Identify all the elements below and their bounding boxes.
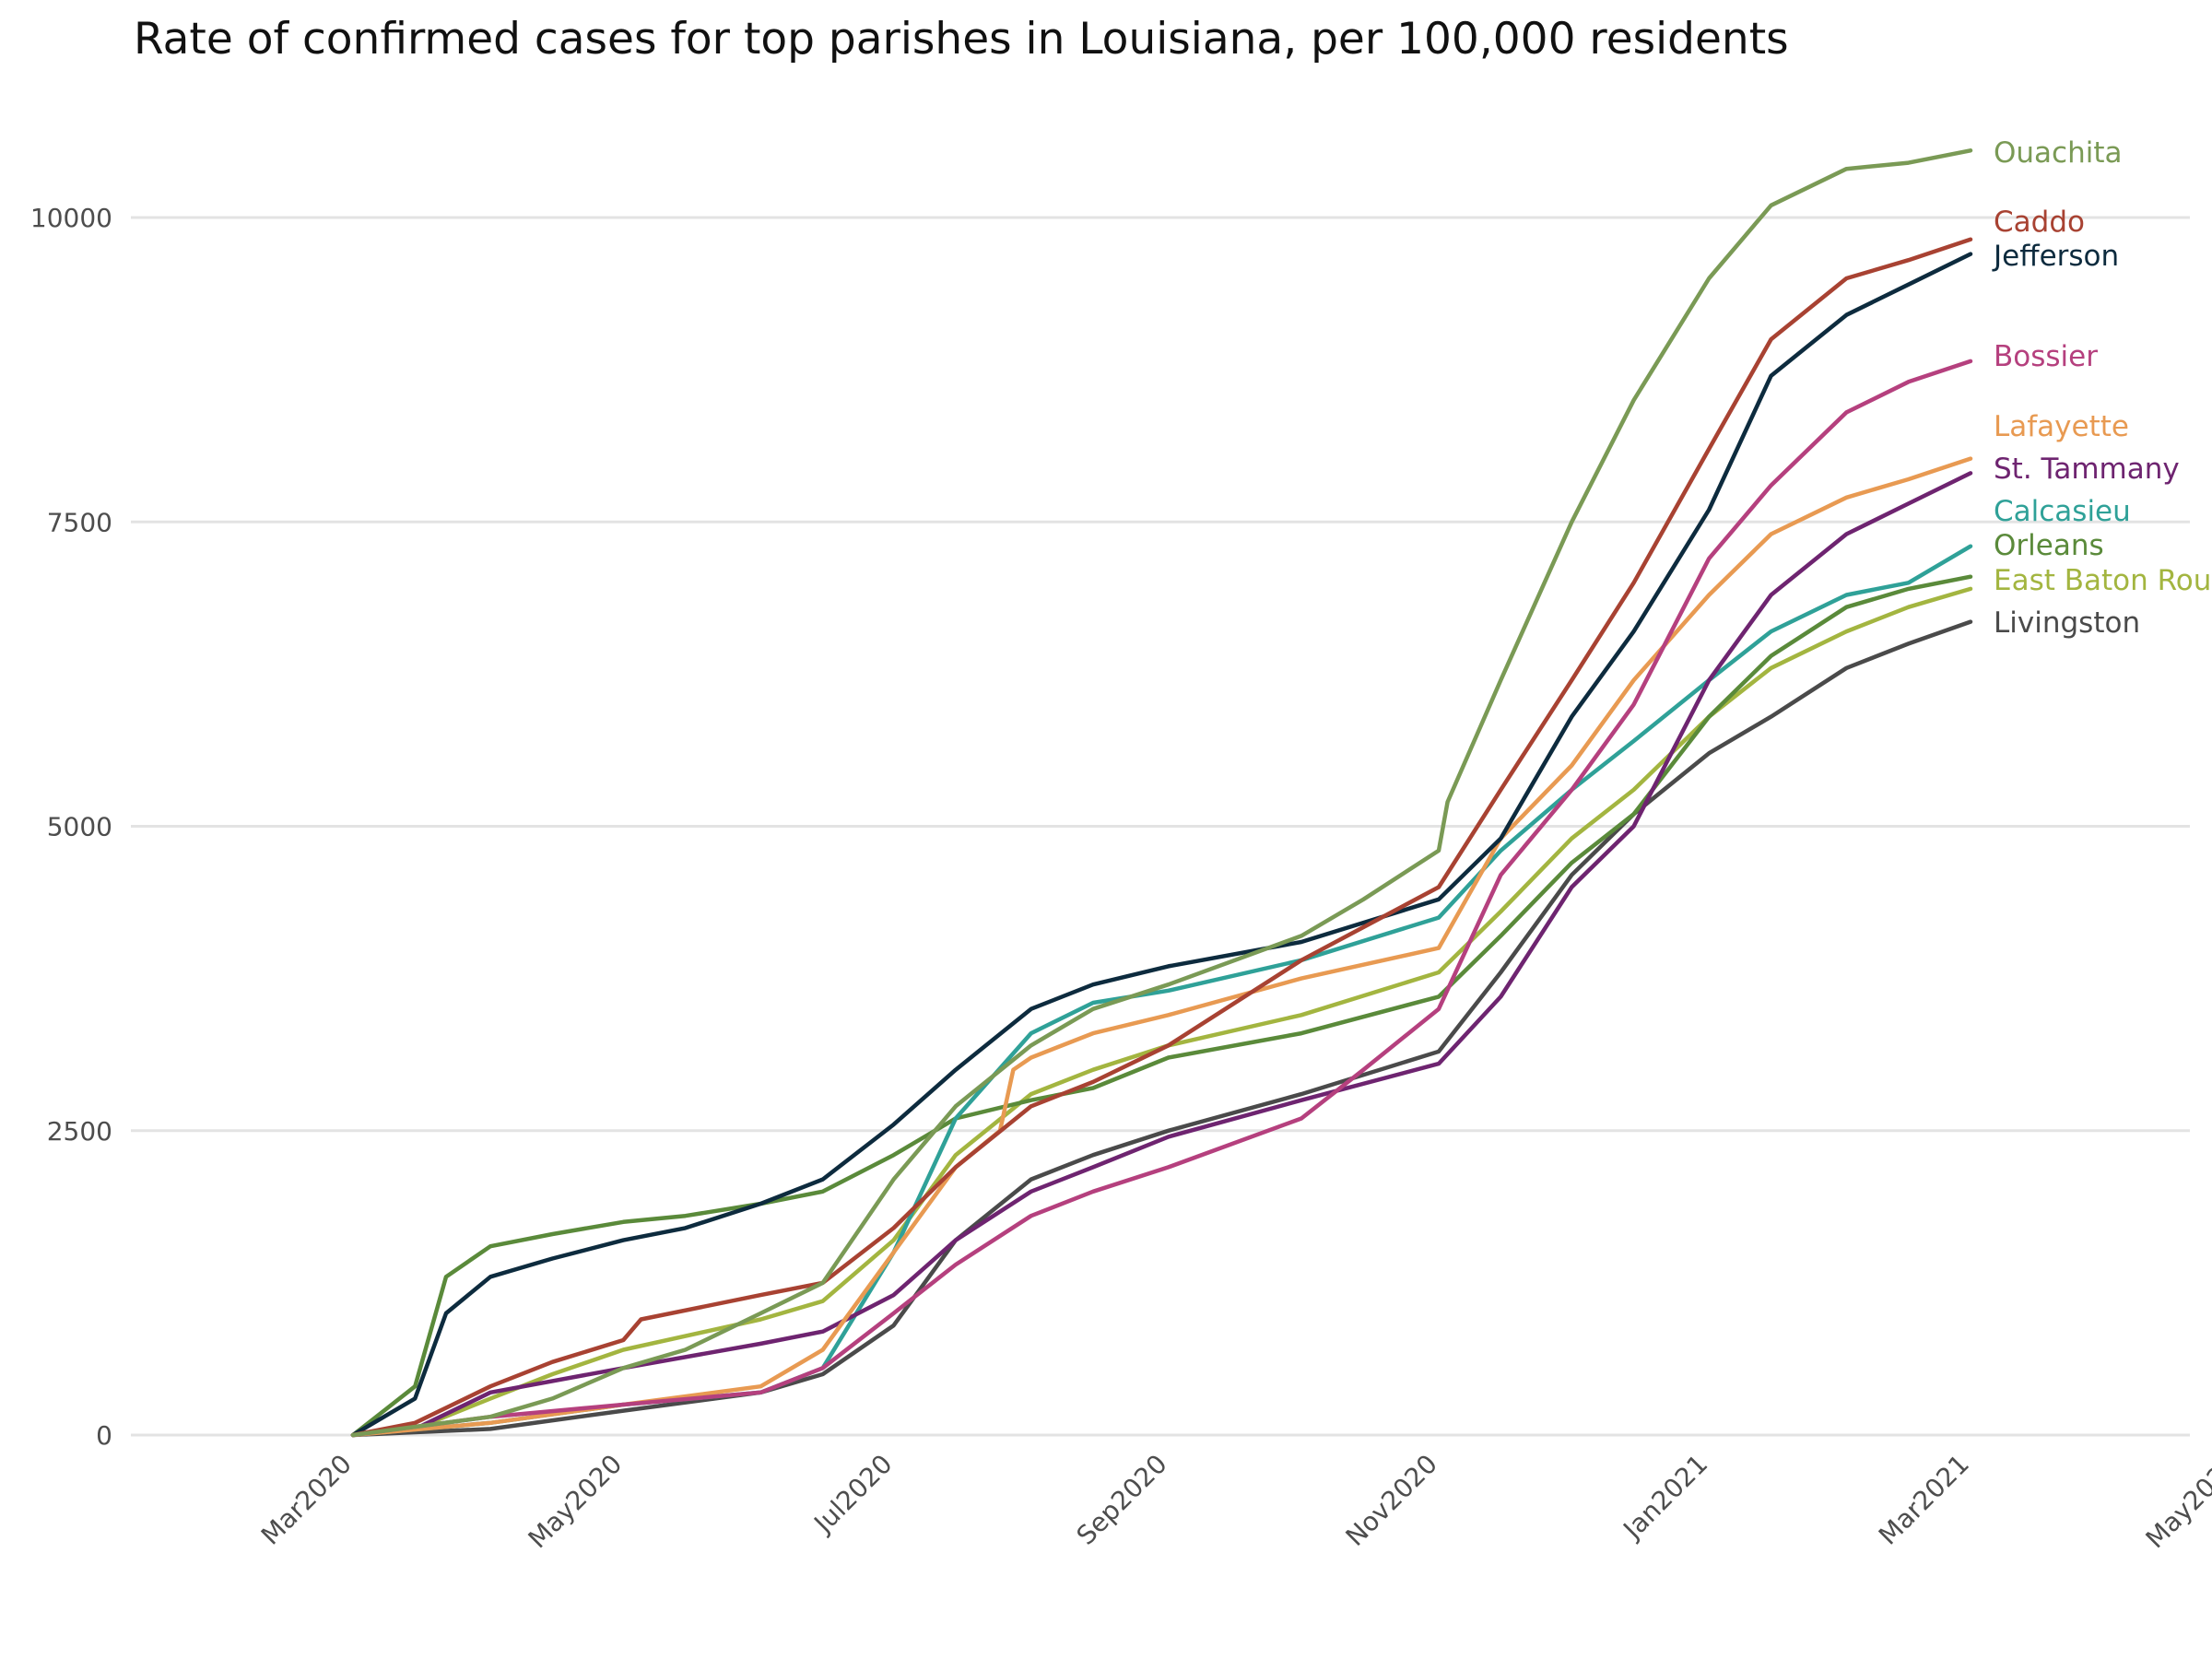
x-axis: Mar2020 May2020 Jul2020 Sep2020 Nov2020 Jan20… bbox=[255, 1449, 2212, 1555]
series-label: St. Tammany bbox=[1994, 453, 2180, 486]
x-tick-label: Nov2020 bbox=[1340, 1449, 1443, 1552]
series-line-ouachita bbox=[350, 148, 1973, 1438]
y-tick-label: 2500 bbox=[47, 1116, 112, 1147]
series-line-caddo bbox=[350, 237, 1973, 1438]
x-tick-label: Sep2020 bbox=[1071, 1449, 1173, 1551]
series-line-st-tammany bbox=[350, 471, 1973, 1438]
series-line-bossier bbox=[350, 359, 1973, 1438]
y-tick-label: 10000 bbox=[30, 203, 112, 233]
series-label: Jefferson bbox=[1992, 240, 2119, 273]
series-line-east-baton-rouge bbox=[350, 586, 1973, 1438]
y-tick-label: 0 bbox=[96, 1420, 112, 1451]
series-label: Calcasieu bbox=[1994, 495, 2131, 528]
series-lines bbox=[350, 148, 1973, 1438]
y-tick-label: 5000 bbox=[47, 812, 112, 842]
series-label: Lafayette bbox=[1994, 410, 2129, 443]
series-label: East Baton Rouge bbox=[1994, 564, 2212, 597]
series-line-jefferson bbox=[350, 252, 1973, 1438]
series-label: Livingston bbox=[1994, 606, 2140, 640]
x-tick-label: Jan2021 bbox=[1617, 1449, 1714, 1547]
series-line-orleans bbox=[350, 574, 1973, 1438]
series-label: Bossier bbox=[1994, 340, 2098, 373]
series-line-lafayette bbox=[350, 456, 1973, 1438]
series-label: Caddo bbox=[1994, 206, 2085, 239]
gridlines bbox=[131, 216, 2190, 1437]
y-axis: 0 2500 5000 7500 10000 bbox=[30, 203, 112, 1451]
chart-title: Rate of confirmed cases for top parishes… bbox=[134, 14, 1789, 65]
x-tick-label: Jul2020 bbox=[807, 1449, 899, 1540]
series-label: Ouachita bbox=[1994, 136, 2123, 170]
x-tick-label: May2020 bbox=[523, 1449, 629, 1555]
x-tick-label: Mar2020 bbox=[255, 1449, 358, 1551]
x-tick-label: May2021 bbox=[2140, 1449, 2212, 1555]
series-label: Orleans bbox=[1994, 529, 2104, 562]
y-tick-label: 7500 bbox=[47, 507, 112, 537]
series-line-livingston bbox=[350, 619, 1973, 1438]
series-line-calcasieu bbox=[350, 544, 1973, 1438]
x-tick-label: Mar2021 bbox=[1873, 1449, 1975, 1551]
